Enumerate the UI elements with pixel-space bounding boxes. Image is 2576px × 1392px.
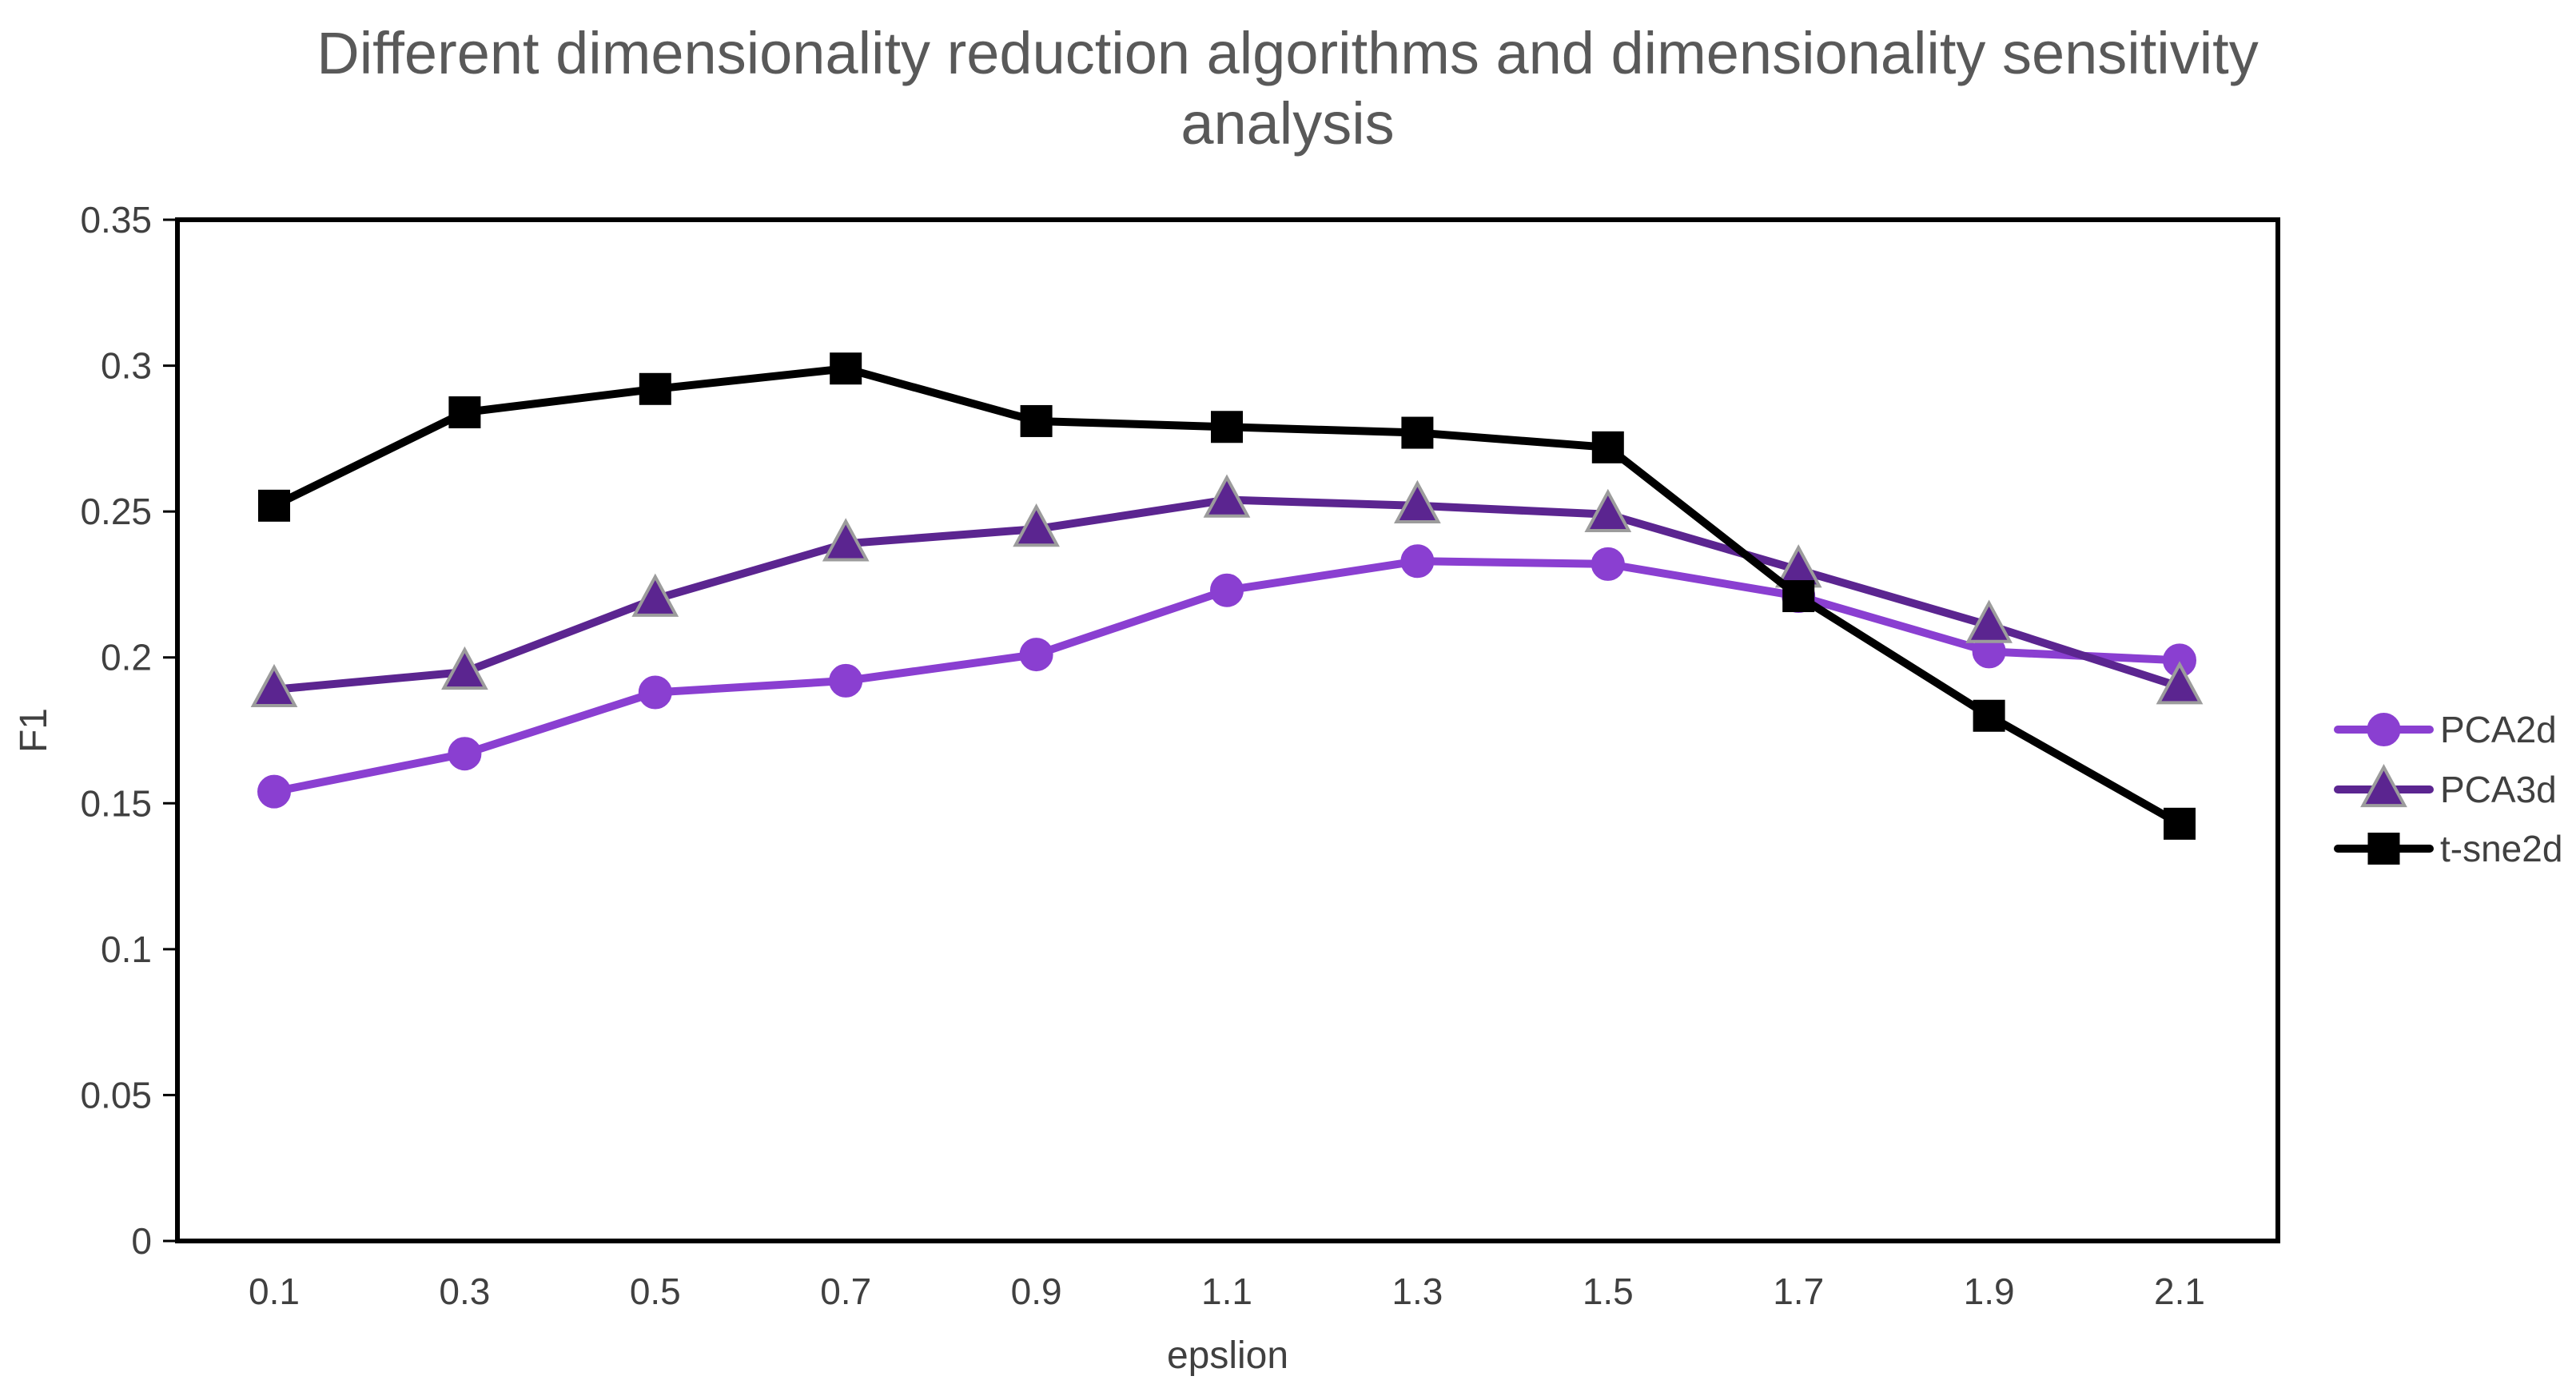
y-axis-ticks: 0 0.05 0.1 0.15 0.2 0.25 0.3 0.35 (80, 199, 177, 1262)
y-tick-label: 0.35 (80, 199, 152, 241)
data-point-pca2d (1019, 638, 1053, 672)
series-pca2d (257, 544, 2196, 809)
data-point-pca3d (1584, 488, 1632, 532)
data-point-pca3d (822, 518, 870, 562)
y-tick-label: 0.15 (80, 782, 152, 824)
y-tick-label: 0.25 (80, 491, 152, 532)
legend-item-t-sne2d: t-sne2d (2334, 828, 2562, 869)
y-tick-label: 0 (131, 1220, 152, 1262)
data-point-pca3d (250, 663, 298, 708)
data-point-t-sne2d (1211, 411, 1243, 443)
data-point-pca3d (1965, 599, 2013, 643)
x-tick-label: 0.3 (439, 1271, 490, 1312)
legend-label: t-sne2d (2440, 828, 2562, 869)
data-point-pca3d (1394, 479, 1441, 523)
data-point-pca2d (1210, 573, 1244, 607)
x-tick-label: 0.9 (1011, 1271, 1062, 1312)
data-point-t-sne2d (2164, 807, 2196, 840)
data-point-pca2d (257, 774, 291, 809)
legend-marker (2367, 713, 2401, 746)
x-tick-label: 1.3 (1392, 1271, 1443, 1312)
data-point-pca2d (829, 663, 863, 698)
y-tick-label: 0.3 (101, 345, 152, 387)
x-tick-label: 1.5 (1583, 1271, 1634, 1312)
data-point-pca3d (1203, 474, 1251, 518)
x-tick-label: 2.1 (2154, 1271, 2205, 1312)
data-point-t-sne2d (448, 396, 481, 428)
series-layer (250, 352, 2204, 840)
y-tick-label: 0.1 (101, 929, 152, 970)
legend-item-pca2d: PCA2d (2334, 709, 2557, 750)
data-point-t-sne2d (1591, 431, 1624, 463)
data-point-t-sne2d (1020, 404, 1053, 437)
x-tick-label: 0.7 (820, 1271, 871, 1312)
legend-label: PCA2d (2440, 709, 2557, 750)
data-point-pca2d (448, 737, 482, 771)
legend-label: PCA3d (2440, 769, 2557, 810)
chart-title-line-2: analysis (1181, 90, 1394, 157)
x-tick-label: 0.5 (630, 1271, 681, 1312)
data-point-pca3d (441, 646, 488, 690)
data-point-pca3d (1013, 503, 1060, 547)
legend-marker (2367, 833, 2400, 865)
data-point-pca3d (2156, 661, 2204, 705)
data-point-t-sne2d (830, 352, 862, 385)
y-tick-label: 0.2 (101, 637, 152, 678)
y-axis-title: F1 (13, 708, 55, 753)
x-axis-ticks: 0.1 0.3 0.5 0.7 0.9 1.1 1.3 1.5 1.7 1.9 2.1 (249, 1271, 2205, 1312)
series-t-sne2d (258, 352, 2196, 840)
x-axis-title: epslion (1167, 1334, 1288, 1377)
data-point-t-sne2d (1782, 580, 1815, 613)
data-point-pca3d (631, 573, 679, 617)
data-point-t-sne2d (1973, 699, 2005, 732)
data-point-pca2d (1591, 547, 1625, 581)
data-point-t-sne2d (258, 489, 290, 522)
x-tick-label: 0.1 (249, 1271, 300, 1312)
chart-title-line-1: Different dimensionality reduction algor… (317, 20, 2258, 86)
plot-area (175, 217, 2280, 1243)
x-tick-label: 1.7 (1773, 1271, 1824, 1312)
data-point-t-sne2d (639, 372, 671, 405)
y-tick-label: 0.05 (80, 1074, 152, 1116)
data-point-pca2d (1400, 544, 1435, 579)
x-tick-label: 1.9 (1964, 1271, 2015, 1312)
legend-marker (2360, 763, 2407, 808)
legend-item-pca3d: PCA3d (2334, 763, 2557, 810)
data-point-pca2d (638, 675, 672, 710)
legend: PCA2d PCA3d t-sne2d (2334, 709, 2562, 869)
series-pca3d (250, 474, 2204, 708)
data-point-t-sne2d (1401, 416, 1434, 449)
x-tick-label: 1.1 (1201, 1271, 1252, 1312)
